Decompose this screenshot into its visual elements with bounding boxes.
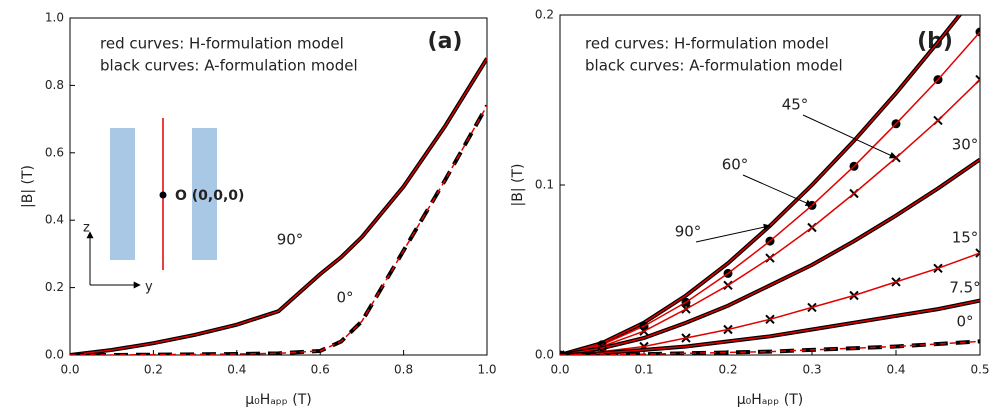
a-model-marker (975, 248, 980, 258)
x-tick-label: 0.3 (802, 363, 821, 377)
h-model-line (560, 252, 980, 355)
y-axis-label: y (145, 280, 153, 295)
series-label: 45° (782, 96, 809, 114)
x-tick-label: 0.2 (718, 363, 737, 377)
series-label: 60° (722, 156, 749, 174)
series-label: 0° (956, 313, 973, 331)
model-note: red curves: H-formulation model (100, 35, 344, 53)
label-arrow (802, 114, 897, 159)
series-label: 90° (675, 223, 702, 241)
label-arrow (742, 174, 813, 207)
series-label: 90° (277, 231, 304, 249)
series-label: 15° (952, 229, 979, 247)
label-arrow (695, 223, 771, 243)
x-tick-label: 0.4 (886, 363, 905, 377)
y-tick-label: 0.0 (535, 348, 554, 362)
y-tick-label: 0.4 (45, 213, 64, 227)
x-tick-label: 0.8 (394, 363, 413, 377)
h-model-line (560, 31, 980, 355)
origin-dot (159, 191, 167, 199)
conductor-right (192, 128, 217, 260)
series-label: 30° (952, 136, 979, 154)
y-axis-label: |B| (T) (510, 164, 526, 207)
model-note: red curves: H-formulation model (585, 35, 829, 53)
h-model-line (560, 340, 980, 355)
conductor-left (110, 128, 135, 260)
h-model-line (560, 158, 980, 355)
x-axis-label: μ₀Hₐₚₚ (T) (245, 392, 311, 408)
inset-diagram: O (0,0,0) z y (83, 118, 244, 295)
series-label: 0° (336, 289, 353, 307)
y-tick-label: 0.2 (45, 280, 64, 294)
series-label: 7.5° (949, 279, 980, 297)
y-tick-label: 0.1 (535, 178, 554, 192)
y-tick-label: 0.2 (535, 8, 554, 22)
h-model-line (560, 299, 980, 355)
x-tick-label: 0.2 (144, 363, 163, 377)
a-model-line (70, 104, 487, 355)
y-tick-label: 0.8 (45, 78, 64, 92)
model-note: black curves: A-formulation model (585, 57, 843, 75)
x-tick-label: 0.4 (227, 363, 246, 377)
x-axis-label: μ₀Hₐₚₚ (T) (737, 392, 803, 408)
x-tick-label: 0.0 (550, 363, 569, 377)
x-tick-label: 0.1 (634, 363, 653, 377)
x-tick-label: 0.6 (311, 363, 330, 377)
series-group (70, 57, 487, 355)
a-model-marker (560, 350, 565, 355)
h-model-line (560, 79, 980, 355)
origin-label: O (0,0,0) (175, 188, 244, 204)
x-tick-label: 0.5 (970, 363, 989, 377)
y-axis-label: |B| (T) (20, 165, 36, 208)
x-tick-label: 0.0 (60, 363, 79, 377)
z-axis-label: z (83, 221, 90, 236)
y-tick-label: 0.0 (45, 348, 64, 362)
panel-label: (a) (428, 29, 463, 54)
x-tick-label: 1.0 (477, 363, 496, 377)
y-tick-label: 0.6 (45, 145, 64, 159)
series-group (560, 15, 980, 355)
model-note: black curves: A-formulation model (100, 57, 358, 75)
y-tick-label: 1.0 (45, 11, 64, 25)
h-model-line (70, 58, 487, 355)
